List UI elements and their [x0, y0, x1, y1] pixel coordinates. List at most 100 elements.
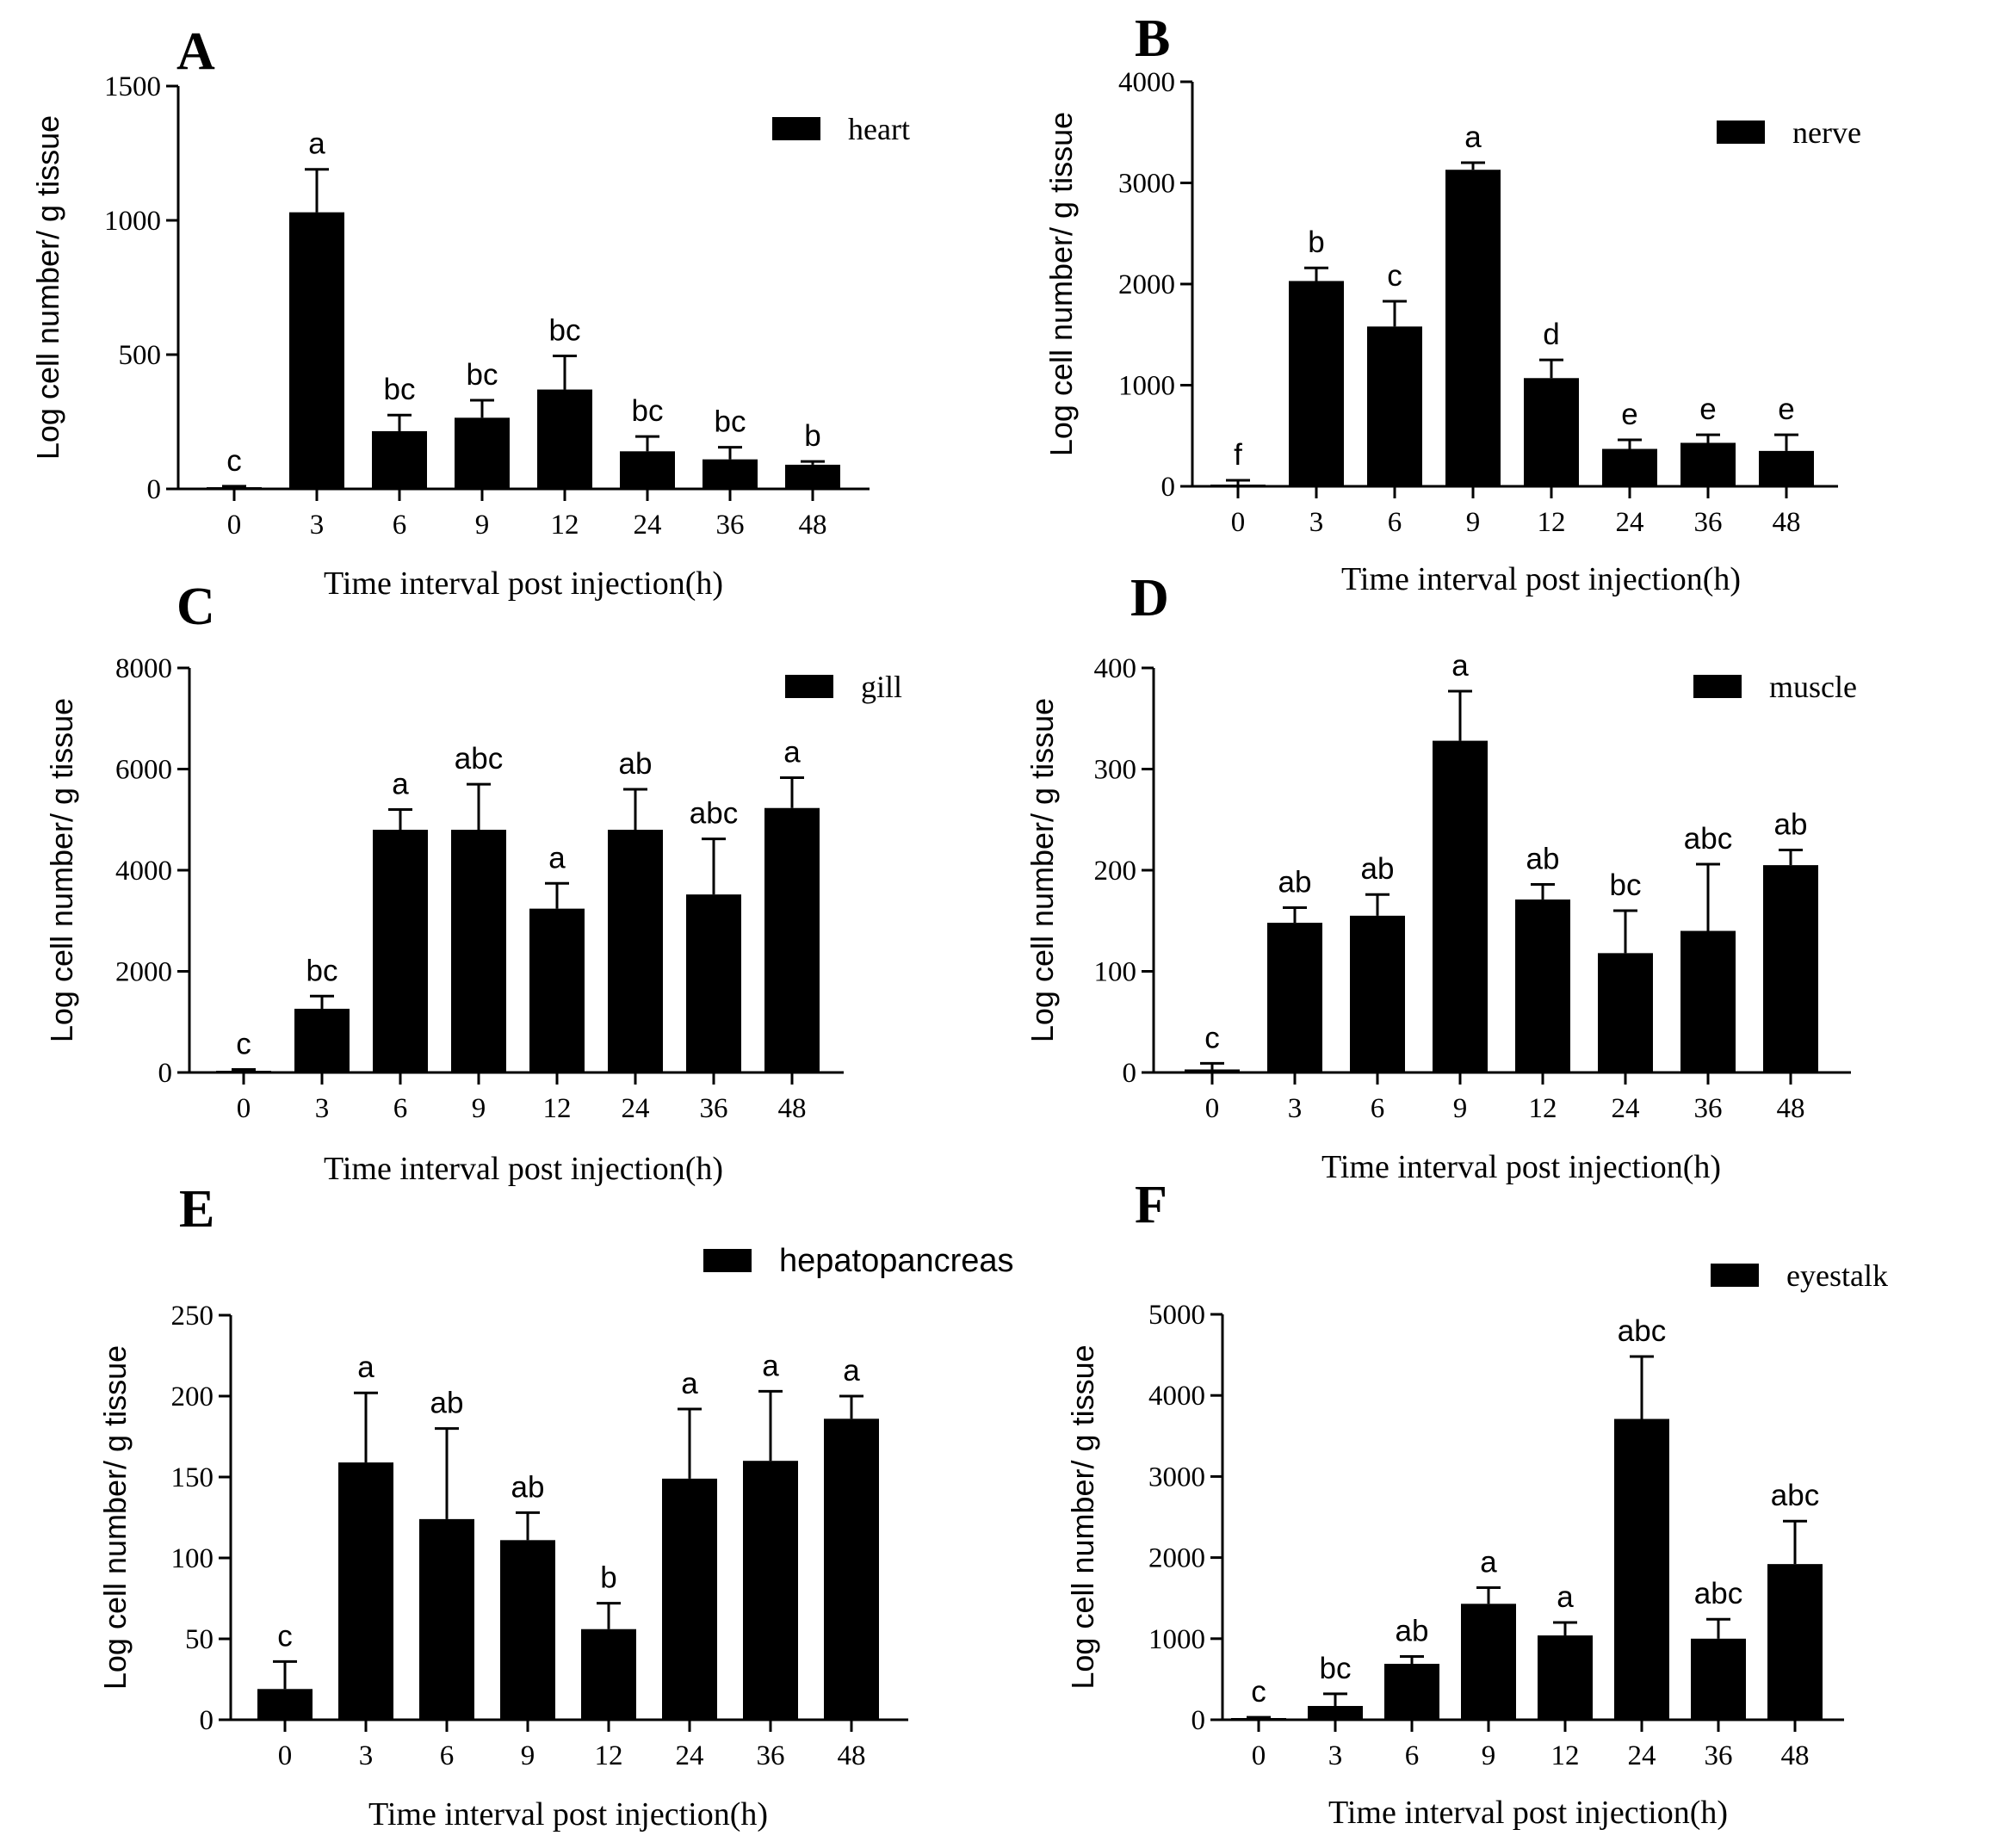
x-tick-label: 0	[1231, 507, 1246, 538]
significance-label: ab	[1774, 808, 1808, 842]
y-tick-label: 0	[1191, 1705, 1206, 1736]
y-axis-label: Log cell number/ g tissue	[1043, 112, 1079, 456]
x-tick-label: 48	[1777, 1093, 1805, 1124]
bar	[764, 807, 820, 1072]
panel-letter: C	[176, 578, 215, 636]
y-axis-label: Log cell number/ g tissue	[97, 1345, 133, 1690]
y-tick-label: 6000	[115, 755, 172, 786]
bar	[703, 459, 758, 489]
x-tick-label: 9	[1466, 507, 1481, 538]
significance-label: ab	[619, 747, 653, 781]
bar	[743, 1461, 798, 1720]
y-tick-label: 200	[1094, 856, 1137, 887]
significance-label: abc	[690, 797, 738, 831]
significance-label: abc	[1684, 822, 1732, 856]
y-tick-label: 50	[185, 1624, 214, 1655]
x-axis-label: Time interval post injection(h)	[368, 1796, 768, 1833]
significance-label: c	[1387, 259, 1402, 293]
significance-label: c	[1204, 1021, 1220, 1054]
x-tick-label: 9	[521, 1740, 535, 1771]
x-tick-label: 3	[359, 1740, 374, 1771]
bar	[1367, 326, 1422, 486]
x-tick-label: 12	[551, 510, 579, 541]
x-tick-label: 9	[475, 510, 490, 541]
significance-label: e	[1699, 392, 1716, 426]
significance-label: a	[1557, 1580, 1574, 1614]
y-axis-label: Log cell number/ g tissue	[30, 115, 65, 460]
significance-label: ab	[1396, 1615, 1429, 1648]
panel-F: F 0 1000 2000 3000 4000 5000 c 0 bc 3 ab 6 a 9 a 12 abc 24…	[1065, 1176, 1888, 1831]
panel-D: D 0 100 200 300 400 c 0 ab 3 ab 6 a 9 ab 12 bc 24 abc 36 ab 4…	[1024, 569, 1857, 1185]
panel-letter: F	[1135, 1176, 1167, 1234]
y-tick-label: 250	[171, 1301, 214, 1332]
legend-label: heart	[848, 112, 910, 146]
bar	[1759, 450, 1814, 486]
bar	[1445, 170, 1501, 486]
x-axis-label: Time interval post injection(h)	[324, 566, 723, 602]
x-tick-label: 3	[315, 1093, 330, 1124]
x-tick-label: 48	[838, 1740, 866, 1771]
significance-label: c	[226, 444, 242, 478]
x-tick-label: 36	[1694, 1093, 1723, 1124]
x-tick-label: 48	[1773, 507, 1801, 538]
significance-label: f	[1234, 438, 1242, 472]
bar	[662, 1478, 717, 1720]
bar	[1433, 740, 1488, 1072]
bar	[451, 830, 506, 1072]
legend-swatch	[1693, 675, 1742, 698]
significance-label: a	[392, 768, 409, 801]
significance-label: d	[1543, 318, 1559, 351]
y-tick-label: 1500	[104, 71, 161, 102]
y-tick-label: 300	[1094, 755, 1137, 786]
legend-label: nerve	[1792, 115, 1861, 150]
y-tick-label: 400	[1094, 653, 1137, 684]
legend: muscle	[1693, 670, 1857, 704]
significance-label: bc	[1610, 868, 1642, 902]
significance-label: a	[1464, 121, 1482, 154]
significance-label: a	[783, 735, 801, 769]
bar	[824, 1418, 879, 1720]
y-axis-label: Log cell number/ g tissue	[1024, 698, 1060, 1042]
legend: gill	[785, 670, 902, 704]
x-tick-label: 36	[757, 1740, 785, 1771]
significance-label: a	[762, 1349, 779, 1382]
bar	[500, 1540, 555, 1720]
x-tick-label: 24	[1616, 507, 1644, 538]
x-tick-label: 12	[595, 1740, 623, 1771]
y-axis-label: Log cell number/ g tissue	[1065, 1344, 1100, 1689]
significance-label: bc	[306, 954, 338, 987]
y-tick-label: 1000	[104, 206, 161, 237]
x-tick-label: 6	[393, 1093, 408, 1124]
significance-label: abc	[455, 742, 503, 776]
x-tick-label: 0	[1252, 1740, 1266, 1771]
bar	[581, 1629, 636, 1720]
bar	[1680, 930, 1736, 1072]
panel-letter: D	[1130, 569, 1169, 627]
x-tick-label: 12	[1529, 1093, 1557, 1124]
x-tick-label: 6	[1371, 1093, 1385, 1124]
panel-B: B 0 1000 2000 3000 4000 f 0 b 3 c 6 a 9 d 12 e 24 e 36 e 48 Lo…	[1043, 9, 1861, 597]
significance-label: a	[843, 1354, 860, 1388]
panel-A: A 0 500 1000 1500 c 0 a 3 bc 6 bc 9 bc 12 bc 24 bc 36 b 48 Lo…	[30, 22, 910, 602]
bar	[294, 1008, 350, 1072]
bar	[338, 1462, 393, 1720]
bar	[1524, 378, 1579, 486]
bar	[1767, 1564, 1823, 1720]
bar	[207, 487, 262, 489]
y-tick-label: 0	[1161, 472, 1176, 503]
x-tick-label: 24	[634, 510, 662, 541]
legend-label: muscle	[1769, 670, 1857, 704]
significance-label: bc	[467, 358, 498, 392]
significance-label: ab	[1526, 842, 1560, 875]
y-tick-label: 2000	[115, 957, 172, 988]
bar	[1680, 442, 1736, 486]
x-tick-label: 0	[1205, 1093, 1220, 1124]
bar	[1691, 1638, 1746, 1720]
x-tick-label: 0	[227, 510, 242, 541]
y-tick-label: 4000	[1118, 67, 1175, 98]
panel-C: C 0 2000 4000 6000 8000 c 0 bc 3 a 6 abc 9 a 12 ab 24 abc 3…	[44, 578, 902, 1187]
bar	[1515, 899, 1570, 1072]
bar	[1763, 865, 1818, 1072]
significance-label: ab	[430, 1387, 464, 1420]
